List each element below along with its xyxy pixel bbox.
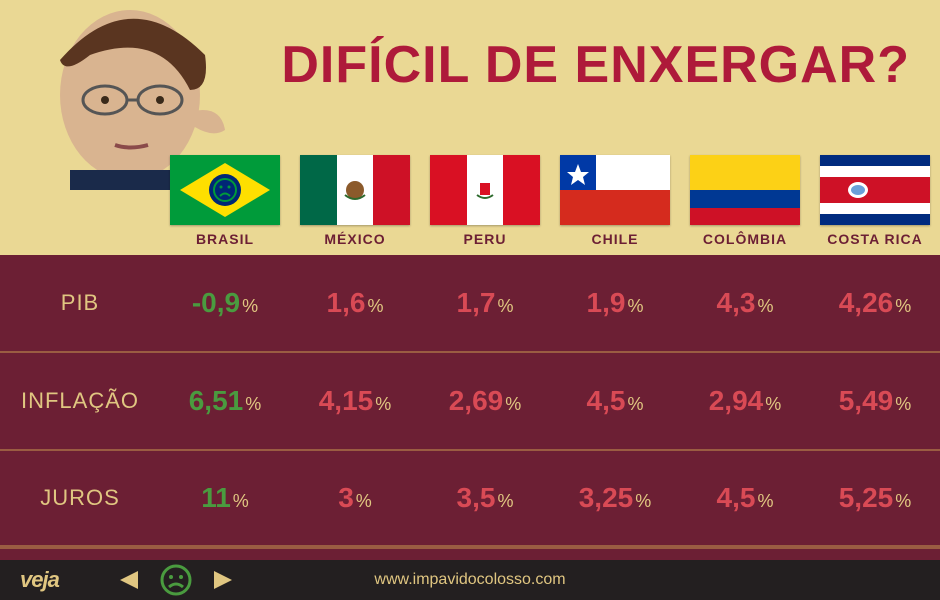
cell-value: 3,25%: [550, 482, 680, 514]
row-inflacao: INFLAÇÃO 6,51% 4,15% 2,69% 4,5% 2,94% 5,…: [0, 353, 940, 451]
row-pib: PIB -0,9% 1,6% 1,7% 1,9% 4,3% 4,26%: [0, 255, 940, 353]
row-label: JUROS: [0, 485, 160, 511]
data-table: PIB -0,9% 1,6% 1,7% 1,9% 4,3% 4,26% INFL…: [0, 255, 940, 560]
cell-value: 5,49%: [810, 385, 940, 417]
flag-label: MÉXICO: [324, 231, 385, 247]
flag-chile: [560, 155, 670, 225]
flags-row: BRASIL MÉXICO: [0, 155, 940, 255]
sad-face-icon: [156, 560, 196, 600]
cell-value: 4,5%: [680, 482, 810, 514]
flag-cell-colombia: COLÔMBIA: [680, 155, 810, 247]
flag-cell-chile: CHILE: [550, 155, 680, 247]
flag-costarica: [820, 155, 930, 225]
footer: veja www.impavidocolosso.com: [0, 560, 940, 600]
cell-value: 1,9%: [550, 287, 680, 319]
cell-value: 4,26%: [810, 287, 940, 319]
cell-value: 6,51%: [160, 385, 290, 417]
flag-label: COLÔMBIA: [703, 231, 787, 247]
flag-brasil: [170, 155, 280, 225]
arrow-left-icon: [120, 571, 156, 589]
cell-value: 1,7%: [420, 287, 550, 319]
footer-emblem: [120, 560, 232, 600]
flag-label: COSTA RICA: [827, 231, 923, 247]
flag-label: BRASIL: [196, 231, 254, 247]
flag-colombia: [690, 155, 800, 225]
cell-value: 3,5%: [420, 482, 550, 514]
flag-peru: [430, 155, 540, 225]
cell-value: 4,15%: [290, 385, 420, 417]
flag-label: PERU: [464, 231, 507, 247]
cell-value: 1,6%: [290, 287, 420, 319]
cell-value: -0,9%: [160, 287, 290, 319]
header: DIFÍCIL DE ENXERGAR? BRASIL: [0, 0, 940, 255]
footer-url: www.impavidocolosso.com: [374, 571, 565, 589]
flag-cell-peru: PERU: [420, 155, 550, 247]
cell-value: 3%: [290, 482, 420, 514]
row-label: INFLAÇÃO: [0, 388, 160, 414]
cell-value: 11%: [160, 482, 290, 514]
arrow-right-icon: [196, 571, 232, 589]
row-juros: JUROS 11% 3% 3,5% 3,25% 4,5% 5,25%: [0, 451, 940, 549]
logo-veja: veja: [20, 567, 59, 593]
cell-value: 4,3%: [680, 287, 810, 319]
flag-mexico: [300, 155, 410, 225]
cell-value: 5,25%: [810, 482, 940, 514]
row-label: PIB: [0, 290, 160, 316]
cell-value: 4,5%: [550, 385, 680, 417]
flag-cell-mexico: MÉXICO: [290, 155, 420, 247]
cell-value: 2,69%: [420, 385, 550, 417]
cell-value: 2,94%: [680, 385, 810, 417]
headline: DIFÍCIL DE ENXERGAR?: [281, 35, 910, 95]
flag-cell-brasil: BRASIL: [160, 155, 290, 247]
flag-cell-costarica: COSTA RICA: [810, 155, 940, 247]
flag-label: CHILE: [592, 231, 639, 247]
